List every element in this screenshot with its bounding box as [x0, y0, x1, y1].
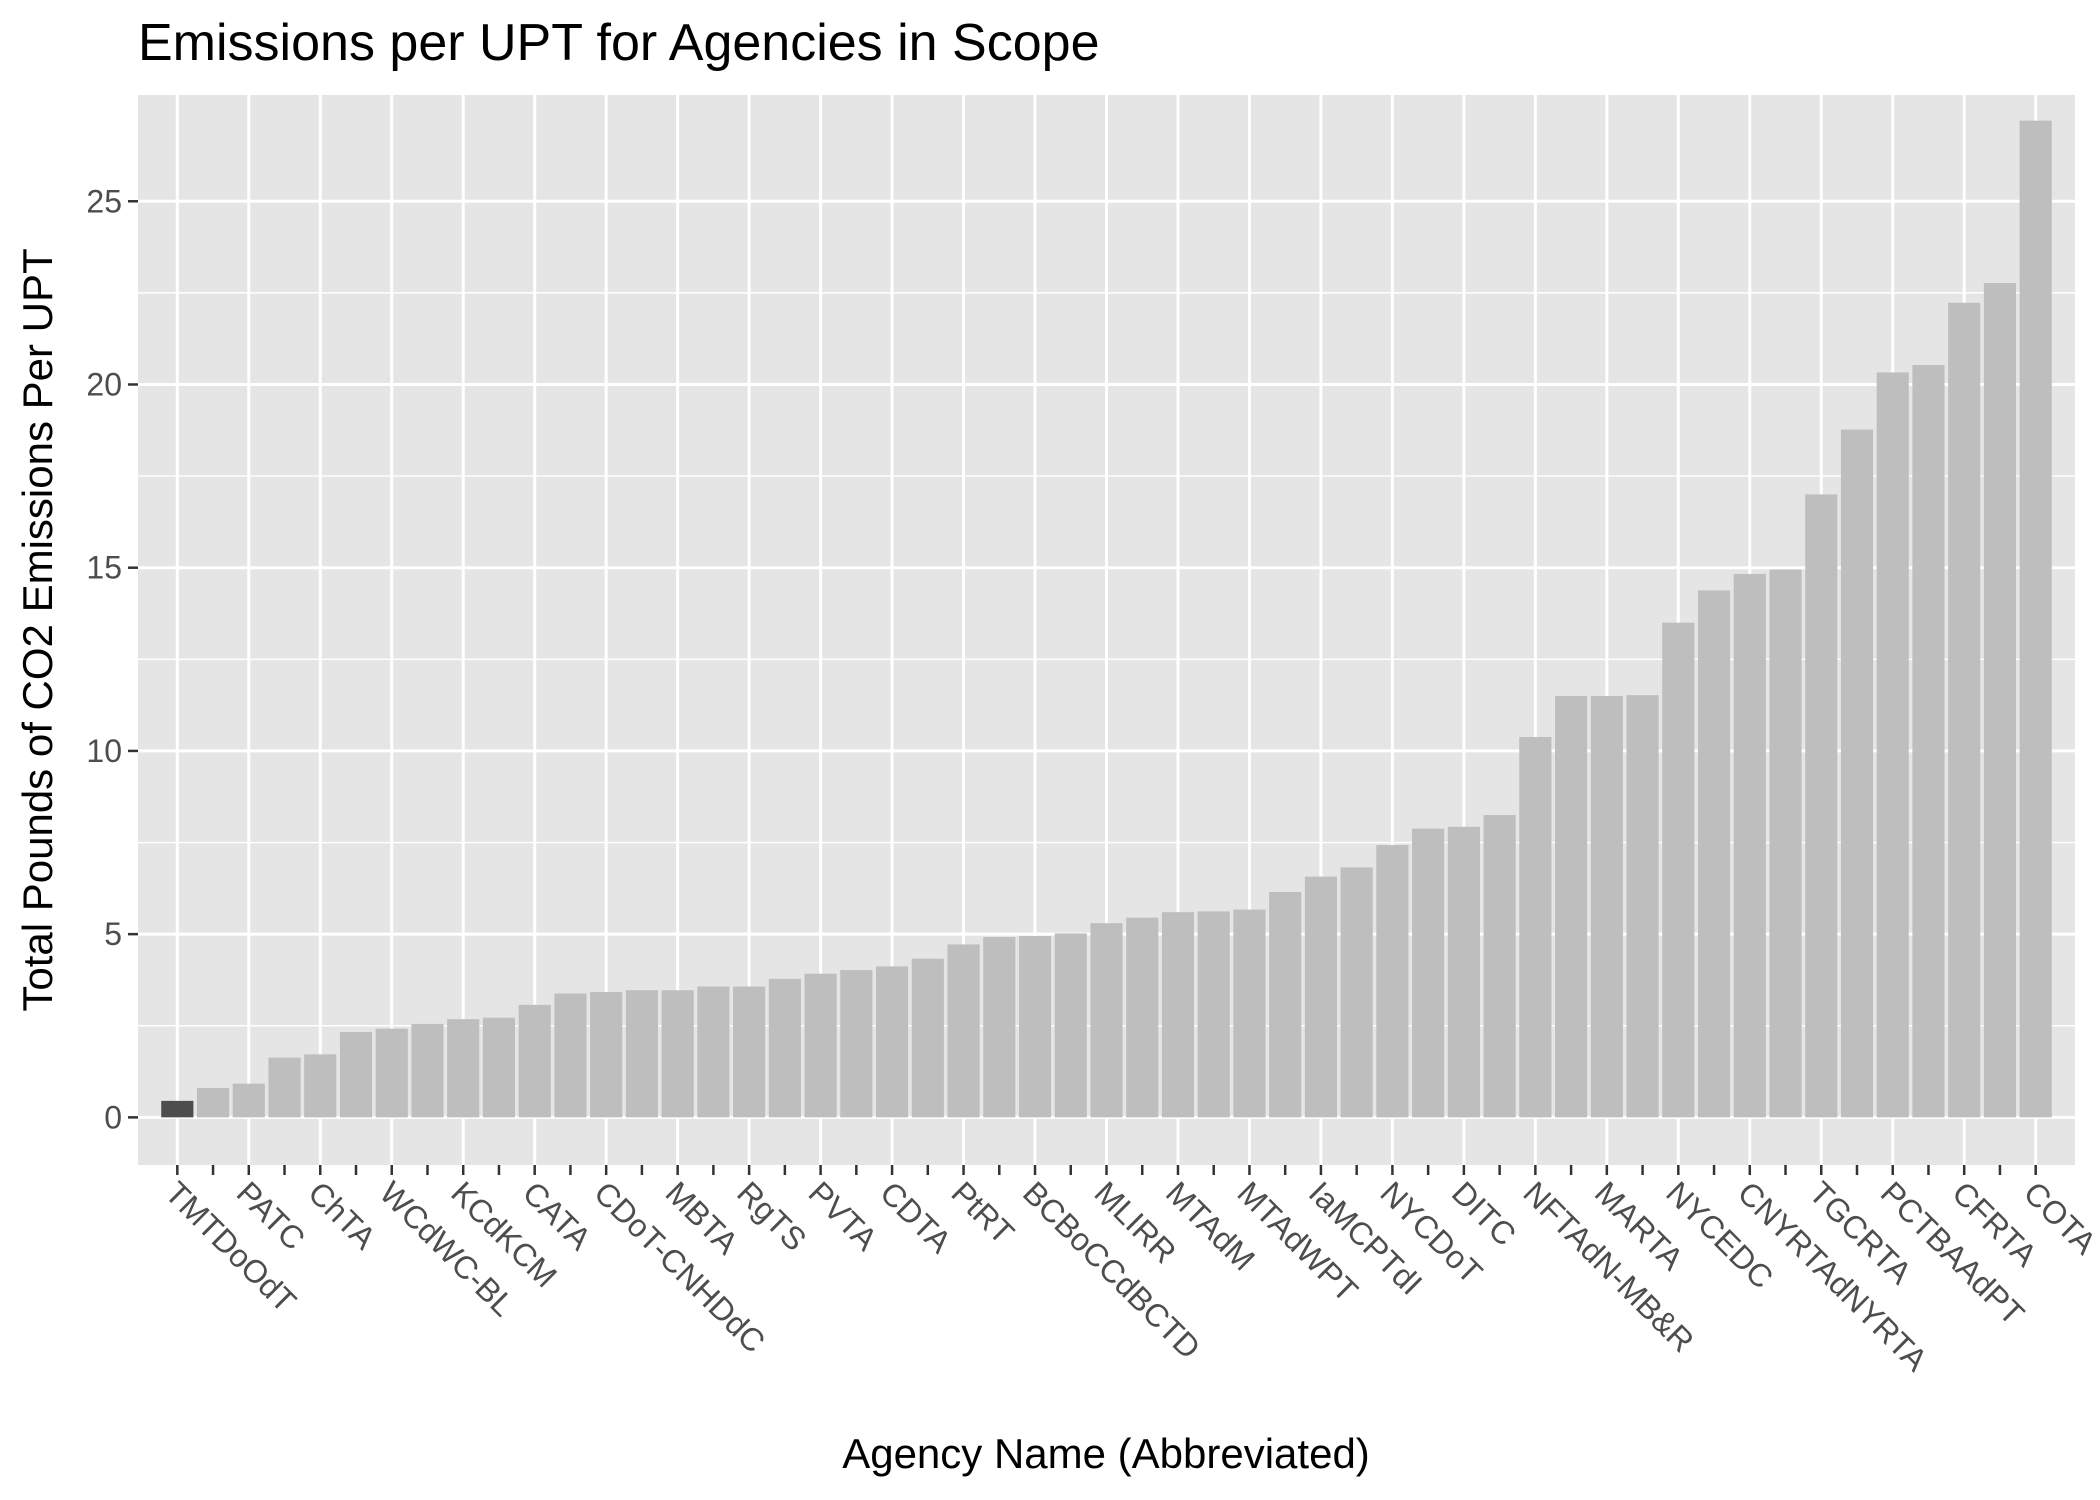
- x-tick-label: PtRT: [945, 1174, 1022, 1251]
- bar: [1126, 917, 1159, 1118]
- chart-title: Emissions per UPT for Agencies in Scope: [138, 14, 1100, 72]
- bar: [1233, 909, 1266, 1118]
- bar: [161, 1100, 194, 1118]
- x-tick-label: PVTA: [802, 1174, 885, 1257]
- bar: [411, 1023, 444, 1118]
- bar: [911, 958, 944, 1118]
- bar: [1662, 622, 1695, 1118]
- x-axis-title: Agency Name (Abbreviated): [842, 1430, 1370, 1477]
- x-axis: TMTDoOdTPATCChTAWCdWC-BLKCdKCMCATACDoT-C…: [158, 1165, 2100, 1379]
- bar: [1376, 845, 1409, 1118]
- bar: [1555, 695, 1588, 1118]
- y-tick-label: 5: [104, 916, 122, 952]
- bar: [1161, 912, 1195, 1118]
- y-tick-label: 15: [86, 550, 122, 586]
- y-tick-label: 0: [104, 1099, 122, 1135]
- bar: [1304, 876, 1338, 1118]
- bar: [1018, 935, 1052, 1118]
- y-tick-label: 20: [86, 366, 122, 402]
- bar: [1340, 867, 1373, 1118]
- bar: [590, 992, 623, 1118]
- bar: [768, 978, 801, 1118]
- bar: [1197, 911, 1230, 1118]
- bar: [482, 1017, 516, 1118]
- bar: [1733, 573, 1766, 1118]
- y-axis: 0 5 10 15 20 25: [86, 183, 138, 1135]
- bar: [1054, 933, 1087, 1118]
- bar: [554, 993, 587, 1118]
- bar: [1519, 737, 1552, 1118]
- bar: [625, 990, 658, 1118]
- bar: [375, 1028, 408, 1118]
- bar: [1948, 302, 1981, 1118]
- bar: [2019, 120, 2052, 1118]
- bar: [1697, 590, 1731, 1118]
- bar: [1840, 429, 1874, 1118]
- bar: [339, 1031, 373, 1118]
- bar: [733, 986, 766, 1118]
- bar: [697, 986, 730, 1118]
- y-tick-label: 25: [86, 183, 122, 219]
- y-axis-title: Total Pounds of CO2 Emissions Per UPT: [14, 248, 61, 1011]
- bar: [947, 944, 980, 1118]
- bar: [1447, 826, 1480, 1118]
- bar: [804, 973, 837, 1118]
- bar: [196, 1088, 230, 1118]
- x-tick-label: ChTA: [301, 1174, 383, 1256]
- bar: [1626, 695, 1659, 1118]
- bar: [1483, 815, 1516, 1118]
- bars: [161, 120, 2052, 1118]
- bar: [1269, 892, 1302, 1118]
- bar: [1983, 282, 2017, 1118]
- x-tick-label: CDTA: [873, 1174, 959, 1260]
- bar: [840, 970, 873, 1118]
- bar: [661, 990, 694, 1118]
- bar: [1912, 365, 1945, 1118]
- bar: [875, 966, 909, 1118]
- x-tick-label: RgTS: [730, 1174, 813, 1257]
- bar: [1805, 494, 1838, 1118]
- bar: [1090, 923, 1123, 1118]
- bar: [447, 1019, 480, 1118]
- bar: [1876, 372, 1909, 1118]
- y-tick-label: 10: [86, 733, 122, 769]
- bar: [1412, 828, 1445, 1118]
- bar: [1590, 695, 1623, 1118]
- bar: [232, 1083, 265, 1118]
- bar: [518, 1004, 551, 1118]
- bar: [983, 937, 1016, 1118]
- bar: [304, 1054, 337, 1118]
- bar: [268, 1057, 301, 1118]
- bar: [1769, 569, 1802, 1118]
